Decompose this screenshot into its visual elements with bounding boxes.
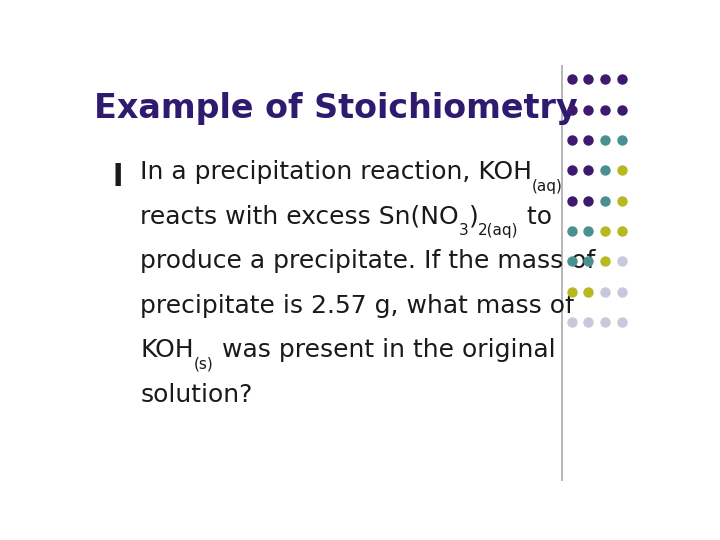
Point xyxy=(566,105,577,114)
Text: reacts with excess Sn(NO: reacts with excess Sn(NO xyxy=(140,205,459,228)
Text: precipitate is 2.57 g, what mass of: precipitate is 2.57 g, what mass of xyxy=(140,294,574,318)
Text: was present in the original: was present in the original xyxy=(214,338,555,362)
Point xyxy=(566,227,577,235)
Text: (s): (s) xyxy=(194,357,214,372)
Text: (aq): (aq) xyxy=(532,179,563,194)
Point xyxy=(616,257,628,266)
Point xyxy=(566,75,577,84)
Text: KOH: KOH xyxy=(140,338,194,362)
Point xyxy=(599,166,611,175)
Point xyxy=(616,136,628,144)
Point xyxy=(599,136,611,144)
Point xyxy=(616,197,628,205)
Point xyxy=(616,75,628,84)
Point xyxy=(566,136,577,144)
Point xyxy=(582,257,594,266)
Point xyxy=(582,105,594,114)
Point xyxy=(582,75,594,84)
Point xyxy=(566,318,577,327)
Point xyxy=(582,287,594,296)
Point xyxy=(582,227,594,235)
Point xyxy=(566,257,577,266)
Text: Example of Stoichiometry: Example of Stoichiometry xyxy=(94,92,577,125)
Point xyxy=(582,166,594,175)
Point xyxy=(616,287,628,296)
Point xyxy=(616,227,628,235)
Text: l: l xyxy=(112,163,123,192)
Text: In a precipitation reaction, KOH: In a precipitation reaction, KOH xyxy=(140,160,532,184)
Point xyxy=(616,105,628,114)
Text: to: to xyxy=(519,205,552,228)
Point xyxy=(582,136,594,144)
Point xyxy=(599,105,611,114)
Point xyxy=(599,227,611,235)
Point xyxy=(616,166,628,175)
Point xyxy=(582,318,594,327)
Point xyxy=(566,197,577,205)
Text: produce a precipitate. If the mass of: produce a precipitate. If the mass of xyxy=(140,249,595,273)
Point xyxy=(599,287,611,296)
Point xyxy=(599,318,611,327)
Point xyxy=(599,197,611,205)
Point xyxy=(566,287,577,296)
Point xyxy=(582,197,594,205)
Text: 2(aq): 2(aq) xyxy=(478,223,519,238)
Text: solution?: solution? xyxy=(140,383,253,407)
Text: ): ) xyxy=(469,205,478,228)
Text: 3: 3 xyxy=(459,223,469,238)
Point xyxy=(599,257,611,266)
Point xyxy=(599,75,611,84)
Point xyxy=(616,318,628,327)
Point xyxy=(566,166,577,175)
